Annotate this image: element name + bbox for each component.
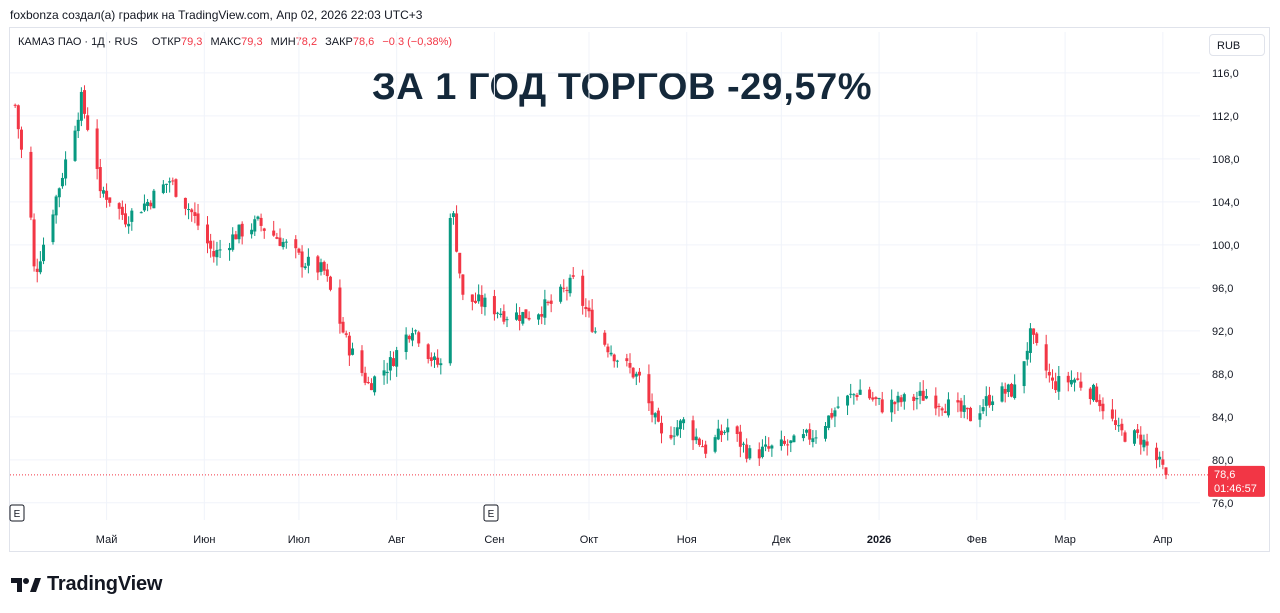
change-value: −0,3 (−0,38%) xyxy=(382,36,453,48)
low-value: 78,2 xyxy=(295,36,318,48)
high-value: 79,3 xyxy=(241,36,263,48)
close-label: ЗАКР xyxy=(325,36,353,48)
symbol-legend: КАМАЗ ПАО · 1Д · RUS ОТКР79,3 МАКС79,3 М… xyxy=(18,36,457,48)
chart-caption: foxbonza создал(а) график на TradingView… xyxy=(10,8,423,22)
tradingview-logo[interactable]: TradingView xyxy=(11,573,162,596)
chart-headline: ЗА 1 ГОД ТОРГОВ -29,57% xyxy=(372,66,873,108)
low-label: МИН xyxy=(270,36,296,48)
currency-button[interactable]: RUB xyxy=(1209,34,1265,56)
tradingview-logo-icon xyxy=(11,577,41,592)
brand-name: TradingView xyxy=(47,573,163,595)
open-value: 79,3 xyxy=(180,36,203,48)
close-value: 78,6 xyxy=(352,36,375,48)
chart-frame xyxy=(9,27,1270,552)
symbol-name[interactable]: КАМАЗ ПАО · 1Д · RUS xyxy=(18,36,138,48)
open-label: ОТКР xyxy=(151,36,181,48)
high-label: МАКС xyxy=(210,36,242,48)
